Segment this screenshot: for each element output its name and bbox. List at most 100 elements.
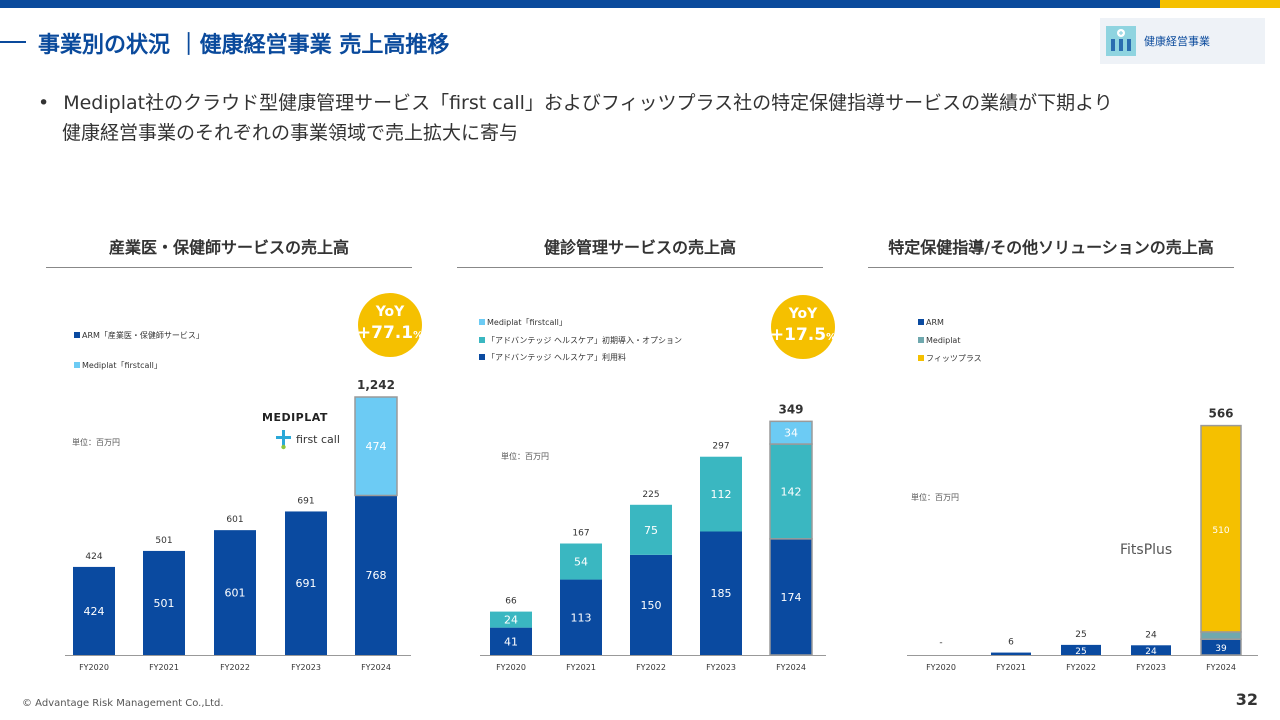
yoy-badge <box>358 293 422 357</box>
bar-segment <box>560 543 602 580</box>
legend-swatch <box>918 355 924 361</box>
top-accent-bar <box>0 0 1280 8</box>
data-label: 25 <box>1075 647 1086 657</box>
x-tick-label: FY2023 <box>291 663 321 672</box>
data-label: 185 <box>711 587 732 600</box>
summary-line-2: 健康経営事業のそれぞれの事業領域で売上拡大に寄与 <box>62 122 519 144</box>
bar-segment <box>354 396 398 497</box>
bar-segment <box>1131 645 1171 655</box>
bar-segment <box>490 627 532 655</box>
legend-label: フィッツプラス <box>926 354 982 363</box>
total-label: - <box>939 638 942 648</box>
data-label: 510 <box>1212 526 1229 536</box>
unit-label: 単位：百万円 <box>501 451 549 461</box>
x-tick-label: FY2022 <box>636 663 666 672</box>
yoy-value-unit: % <box>413 330 423 341</box>
legend-label: Mediplat「firstcall」 <box>487 318 567 327</box>
yoy-value-number: +77.1 <box>357 323 413 343</box>
chart-3-rule <box>868 267 1234 268</box>
bar-segment <box>700 456 742 532</box>
legend-label: Mediplat「firstcall」 <box>82 361 162 370</box>
data-label: 41 <box>504 635 518 648</box>
x-tick-label: FY2023 <box>706 663 736 672</box>
bar-segment <box>1200 424 1242 633</box>
legend-swatch <box>918 337 924 343</box>
data-label: 474 <box>366 440 387 453</box>
chart-2-title: 健診管理サービスの売上高 <box>543 238 736 257</box>
total-label: 566 <box>1208 407 1233 421</box>
x-tick-label: FY2024 <box>361 663 391 672</box>
data-label: 691 <box>296 577 317 590</box>
total-label: 691 <box>297 496 314 506</box>
yoy-value-unit: % <box>826 332 836 343</box>
bar-segment <box>630 504 672 555</box>
firstcall-logo-icon <box>281 444 286 450</box>
total-label: 24 <box>1145 630 1157 640</box>
chart-3-title: 特定保健指導/その他ソリューションの売上高 <box>888 238 1214 257</box>
health-people-icon <box>1106 26 1136 56</box>
x-tick-label: FY2020 <box>79 663 109 672</box>
data-label: 142 <box>781 485 802 498</box>
data-label: 113 <box>571 611 592 624</box>
total-label: 167 <box>572 529 589 539</box>
page-title: 事業別の状況 ｜健康経営事業 売上高推移 <box>38 33 450 58</box>
legend-label: 「アドバンテッジ ヘルスケア」初期導入・オプション <box>487 335 682 345</box>
x-tick-label: FY2021 <box>566 663 596 672</box>
data-label: 39 <box>1215 644 1227 654</box>
yoy-badge <box>771 295 835 359</box>
data-label: 150 <box>641 599 662 612</box>
legend-swatch <box>74 332 80 338</box>
page-number: 32 <box>1235 690 1258 709</box>
firstcall-logo-icon <box>276 436 291 439</box>
title-dash <box>0 41 26 43</box>
data-label: 601 <box>225 587 246 600</box>
bar-segment <box>214 530 256 655</box>
bar-segment <box>769 443 813 540</box>
total-label: 297 <box>712 442 729 452</box>
bar-segment <box>630 554 672 655</box>
copyright: © Advantage Risk Management Co.,Ltd. <box>22 698 224 709</box>
bar-segment <box>560 579 602 655</box>
unit-label: 単位：百万円 <box>911 492 959 502</box>
bar-segment <box>490 611 532 628</box>
total-label: 66 <box>505 597 517 607</box>
bar-segment <box>285 511 327 655</box>
fitsplus-logo-text: FitsPlus <box>1120 542 1172 558</box>
legend-swatch <box>479 319 485 325</box>
x-tick-label: FY2020 <box>926 663 956 672</box>
yoy-label: YoY <box>788 306 818 322</box>
data-label: 112 <box>711 488 732 501</box>
total-label: 1,242 <box>357 378 395 392</box>
segment-badge: 健康経営事業 <box>1100 18 1265 64</box>
x-tick-label: FY2022 <box>220 663 250 672</box>
bar-segment <box>1200 631 1242 640</box>
bar-segment <box>73 566 115 655</box>
yoy-label: YoY <box>375 304 405 320</box>
data-label: 501 <box>154 597 175 610</box>
legend-swatch <box>918 319 924 325</box>
x-tick-label: FY2021 <box>996 663 1026 672</box>
data-label: 34 <box>784 427 798 440</box>
total-label: 349 <box>778 402 803 416</box>
data-label: 24 <box>504 614 518 627</box>
data-label: 24 <box>1145 647 1157 657</box>
yoy-value: +77.1% <box>357 323 423 343</box>
total-label: 225 <box>642 490 659 500</box>
bar-segment <box>1061 644 1101 655</box>
data-label: 174 <box>781 591 802 604</box>
segment-badge-label: 健康経営事業 <box>1144 35 1210 48</box>
x-tick-label: FY2024 <box>776 663 806 672</box>
legend-swatch <box>74 362 80 368</box>
bar-segment <box>991 652 1031 655</box>
chart-1-rule <box>46 267 412 268</box>
mediplat-logo-text: MEDIPLAT <box>262 411 328 424</box>
data-label: 424 <box>84 605 105 618</box>
bar-segment <box>769 420 813 445</box>
chart-1-title: 産業医・保健師サービスの売上高 <box>108 238 349 257</box>
total-label: 601 <box>226 515 243 525</box>
legend-label: ARM <box>926 318 944 327</box>
x-tick-label: FY2023 <box>1136 663 1166 672</box>
top-accent-bar-yellow <box>1160 0 1280 8</box>
chart-2-rule <box>457 267 823 268</box>
